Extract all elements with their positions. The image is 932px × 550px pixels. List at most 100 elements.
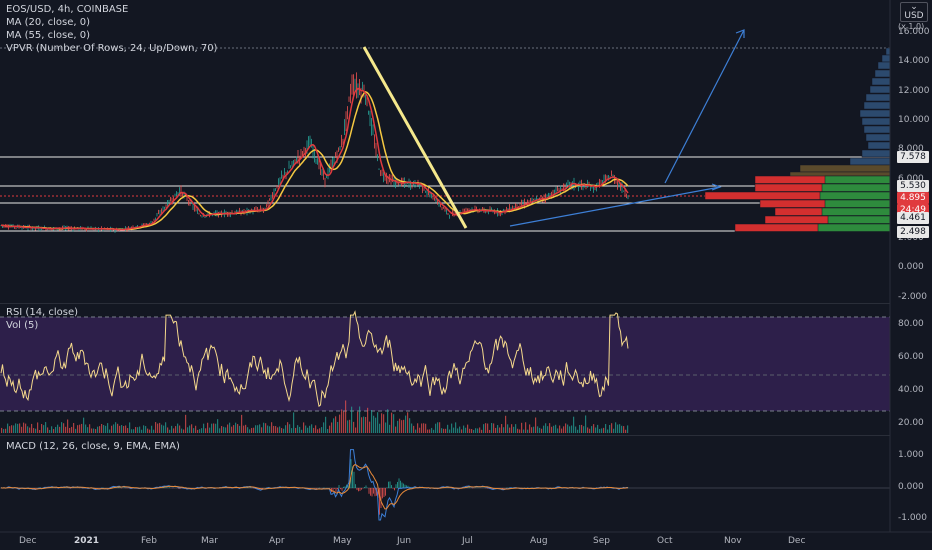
- macd-hist-bar: [119, 487, 121, 488]
- volume-bar: [445, 428, 447, 433]
- vpvr-row-up: [827, 215, 891, 224]
- volume-bar: [611, 423, 613, 433]
- volume-bar: [37, 422, 39, 433]
- volume-bar: [129, 422, 131, 433]
- ma55-legend[interactable]: MA (55, close, 0): [6, 30, 91, 41]
- volume-bar: [511, 424, 513, 433]
- volume-bar: [117, 423, 119, 433]
- pane-separator-macd[interactable]: [0, 435, 890, 436]
- volume-bar: [411, 423, 413, 433]
- volume-bar: [613, 428, 615, 433]
- volume-bar: [61, 422, 63, 433]
- volume-bar: [501, 424, 503, 433]
- signal-line: [0, 464, 629, 510]
- volume-bar: [51, 426, 53, 433]
- volume-bar: [57, 424, 59, 433]
- rsi-axis-label: 60.00: [898, 352, 924, 362]
- vol-legend[interactable]: Vol (5): [6, 320, 39, 331]
- macd-hist-bar: [502, 488, 503, 489]
- macd-hist-bar: [379, 488, 380, 515]
- volume-bar: [211, 423, 213, 433]
- time-axis-label: Jun: [397, 536, 412, 546]
- projection-arrow[interactable]: [664, 29, 745, 184]
- volume-bar: [237, 424, 239, 433]
- volume-bar: [171, 425, 173, 433]
- macd-hist-bar: [377, 488, 379, 498]
- vpvr-profile: [704, 47, 891, 232]
- volume-bar: [269, 426, 271, 433]
- volume-bar: [141, 429, 143, 433]
- volume-bar: [203, 423, 205, 433]
- macd-axis-label: 1.000: [898, 450, 924, 460]
- macd-legend[interactable]: MACD (12, 26, close, 9, EMA, EMA): [6, 441, 180, 452]
- ma20-legend[interactable]: MA (20, close, 0): [6, 17, 91, 28]
- currency-selector[interactable]: ⌄ USD: [900, 2, 928, 22]
- macd-hist-bar: [382, 488, 383, 499]
- macd-hist-bar: [503, 488, 505, 489]
- price-tag-7578: 7.578: [897, 151, 929, 163]
- vpvr-row: [859, 109, 891, 118]
- volume-bar: [415, 429, 417, 433]
- volume-bar: [465, 427, 467, 433]
- volume-bar: [29, 427, 31, 433]
- volume-bar: [549, 423, 551, 433]
- volume-bar: [583, 426, 585, 433]
- volume-bar: [183, 429, 185, 433]
- volume-bar: [497, 425, 499, 433]
- volume-bar: [557, 428, 559, 433]
- volume-bar: [93, 428, 95, 433]
- volume-bar: [265, 423, 267, 433]
- volume-bar: [409, 418, 411, 433]
- volume-bar: [99, 426, 101, 433]
- volume-bar: [241, 414, 243, 433]
- symbol-legend[interactable]: EOS/USD, 4h, COINBASE: [6, 4, 129, 15]
- volume-bar: [495, 427, 497, 433]
- volume-bar: [149, 429, 151, 433]
- volume-bar: [123, 426, 125, 433]
- volume-bar: [209, 427, 211, 433]
- volume-bar: [247, 427, 249, 433]
- uptrend-line[interactable]: [509, 186, 721, 227]
- rsi-legend[interactable]: RSI (14, close): [6, 307, 79, 318]
- volume-bar: [297, 425, 299, 433]
- volume-bar: [275, 426, 277, 433]
- macd-hist-bar: [359, 488, 361, 491]
- macd-hist-bar: [343, 486, 344, 488]
- volume-bar: [341, 409, 343, 433]
- volume-bar: [33, 428, 35, 433]
- volume-bar: [503, 427, 505, 433]
- volume-bar: [561, 428, 563, 433]
- volume-bar: [483, 424, 485, 433]
- volume-bar: [433, 429, 435, 433]
- time-axis-label: Oct: [657, 536, 673, 546]
- volume-bar: [223, 426, 225, 433]
- volume-bar: [429, 429, 431, 433]
- volume-bar: [101, 423, 103, 433]
- vpvr-legend[interactable]: VPVR (Number Of Rows, 24, Up/Down, 70): [6, 43, 218, 54]
- volume-bar: [343, 411, 345, 433]
- price-axis-label: 8.000: [898, 144, 924, 154]
- volume-bar: [345, 400, 347, 433]
- volume-bar: [565, 423, 567, 433]
- volume-bar: [227, 424, 229, 433]
- volume-bar: [231, 426, 233, 433]
- time-axis-label: Feb: [141, 536, 157, 546]
- volume-bar: [579, 424, 581, 433]
- volume-bar: [219, 428, 221, 433]
- volume-bar: [357, 411, 359, 433]
- macd-hist-bar: [262, 488, 263, 489]
- volume-bar: [207, 422, 209, 433]
- volume-bar: [527, 429, 529, 433]
- pane-separator-rsi[interactable]: [0, 303, 890, 304]
- downtrend-line[interactable]: [362, 46, 468, 229]
- volume-bar: [87, 427, 89, 433]
- macd-hist-bar: [386, 487, 388, 488]
- volume-bar: [371, 410, 373, 433]
- volume-bar: [299, 426, 301, 433]
- volume-bar: [601, 428, 603, 433]
- scale-hint: (x 1.0): [898, 22, 925, 31]
- volume-bar: [287, 422, 289, 433]
- volume-bar: [489, 429, 491, 433]
- volume-bar: [607, 429, 609, 433]
